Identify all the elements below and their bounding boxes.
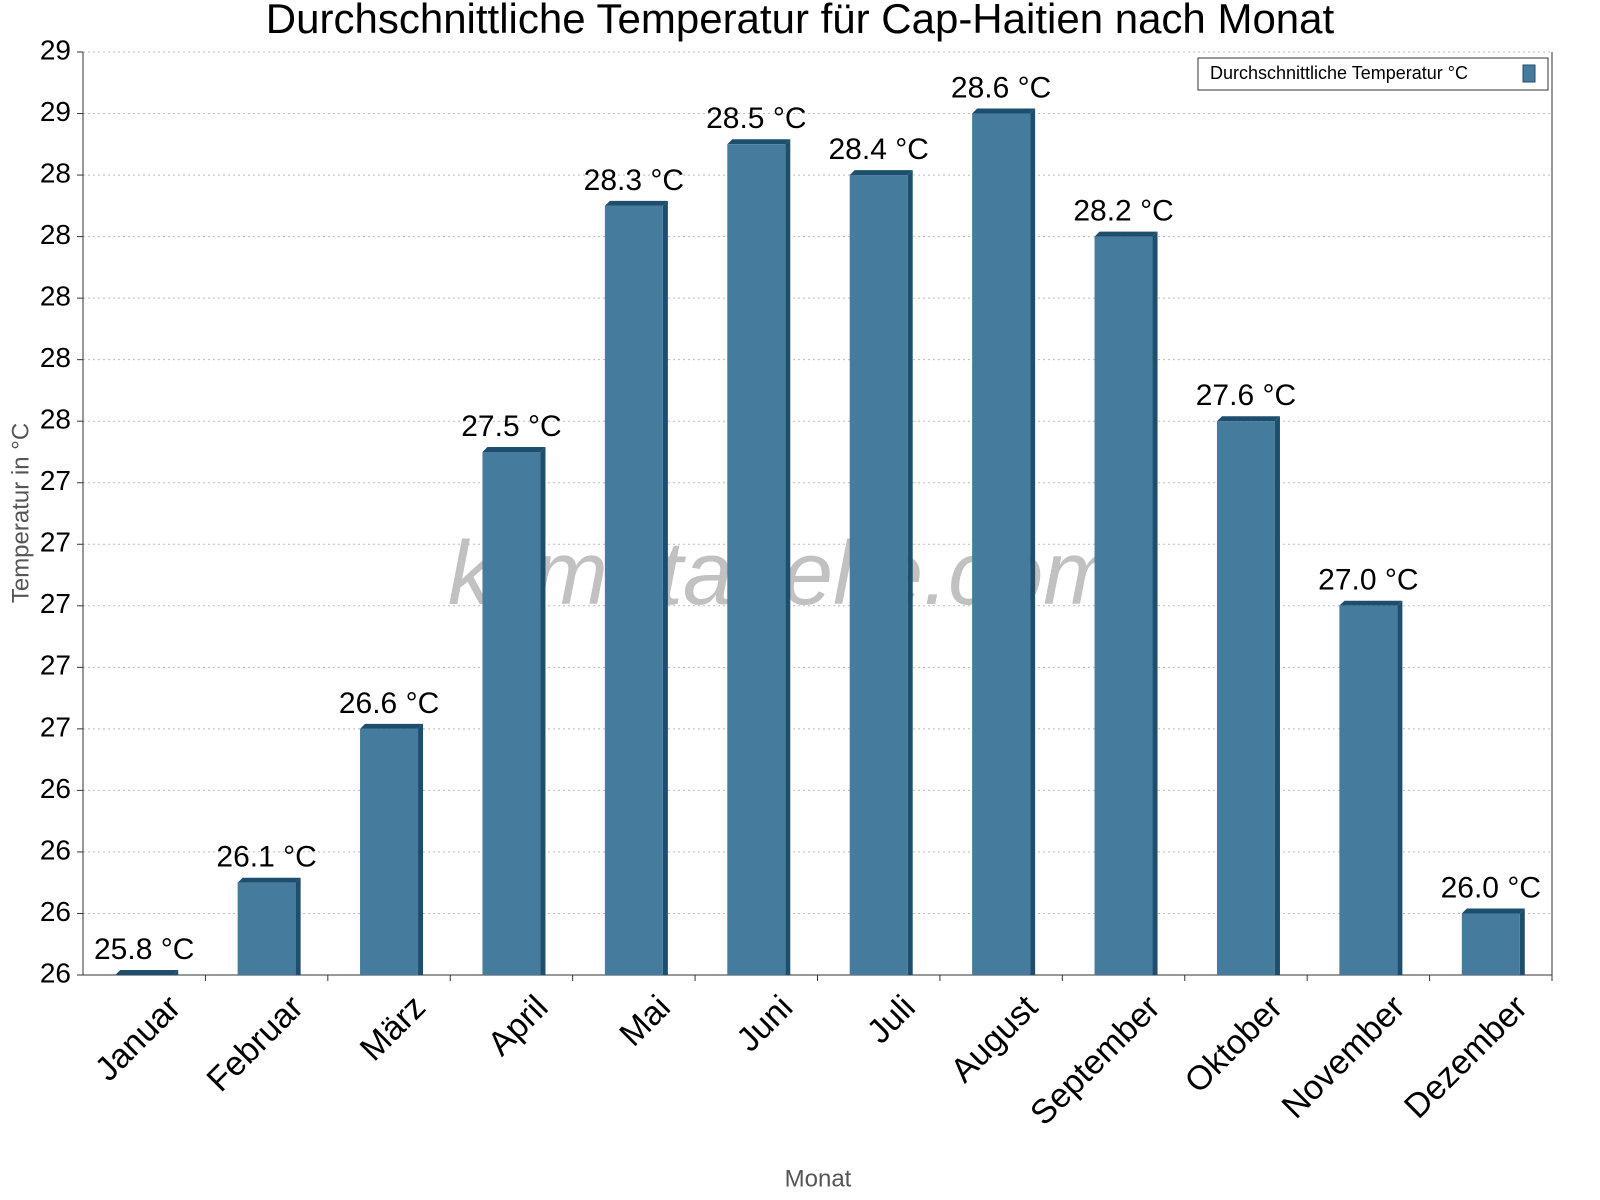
data-label: 28.2 °C bbox=[1073, 195, 1173, 228]
y-tick-label: 28 bbox=[40, 219, 71, 250]
bar-top bbox=[727, 139, 791, 145]
bar-group bbox=[1094, 231, 1158, 976]
legend-swatch bbox=[1522, 64, 1536, 83]
data-label: 26.1 °C bbox=[216, 841, 316, 874]
bar-top bbox=[237, 877, 301, 883]
x-tick-label: Mai bbox=[612, 988, 678, 1054]
bar bbox=[972, 113, 1031, 976]
bar-side bbox=[1274, 416, 1280, 975]
y-tick-label: 26 bbox=[40, 773, 71, 804]
bar-side bbox=[1397, 600, 1403, 975]
data-label: 27.6 °C bbox=[1196, 379, 1296, 412]
bar bbox=[237, 882, 296, 975]
bar-top bbox=[1461, 908, 1525, 914]
bar-group bbox=[727, 139, 791, 976]
y-tick-label: 27 bbox=[40, 527, 71, 558]
bar bbox=[727, 144, 786, 976]
data-label: 28.6 °C bbox=[951, 71, 1051, 104]
bar-group bbox=[1461, 908, 1525, 975]
bar-top bbox=[1339, 600, 1403, 606]
y-tick-label: 29 bbox=[40, 34, 71, 65]
y-tick-label: 29 bbox=[40, 96, 71, 127]
y-tick-label: 27 bbox=[40, 650, 71, 681]
y-tick-label: 27 bbox=[40, 588, 71, 619]
data-label: 28.4 °C bbox=[829, 133, 929, 166]
bar-side bbox=[662, 200, 668, 976]
bar-group bbox=[115, 970, 179, 975]
bar-group bbox=[1339, 600, 1403, 975]
bar-group bbox=[482, 446, 546, 975]
bar-top bbox=[972, 108, 1036, 114]
x-tick-label: Dezember bbox=[1397, 988, 1535, 1126]
bar bbox=[360, 728, 419, 975]
bar-group bbox=[604, 200, 668, 976]
x-tick-label: März bbox=[353, 988, 433, 1068]
bar-side bbox=[785, 139, 791, 976]
bar-top bbox=[115, 970, 179, 975]
y-tick-label: 28 bbox=[40, 404, 71, 435]
x-tick-label: August bbox=[943, 988, 1045, 1090]
bar-group bbox=[1216, 416, 1280, 975]
y-tick-label: 28 bbox=[40, 342, 71, 373]
bar bbox=[1216, 421, 1275, 975]
x-tick-label: Juni bbox=[729, 988, 800, 1059]
y-tick-label: 28 bbox=[40, 281, 71, 312]
bar bbox=[1461, 913, 1520, 975]
y-tick-label: 27 bbox=[40, 711, 71, 742]
bar-side bbox=[1152, 231, 1158, 976]
bar-group bbox=[972, 108, 1036, 976]
bar-group bbox=[237, 877, 301, 975]
y-tick-label: 27 bbox=[40, 465, 71, 496]
x-tick-label: Februar bbox=[200, 988, 311, 1099]
bar bbox=[849, 175, 908, 976]
bar-group bbox=[360, 723, 424, 975]
data-label: 27.0 °C bbox=[1318, 564, 1418, 597]
bar-side bbox=[295, 877, 301, 975]
bar bbox=[1094, 236, 1153, 976]
bar-side bbox=[540, 446, 546, 975]
bar-top bbox=[482, 446, 546, 452]
x-tick-label: April bbox=[480, 988, 555, 1063]
bar bbox=[604, 205, 663, 976]
bar-top bbox=[849, 170, 913, 176]
data-label: 28.5 °C bbox=[706, 102, 806, 135]
y-tick-label: 28 bbox=[40, 157, 71, 188]
bar-group bbox=[849, 170, 913, 976]
data-label: 26.6 °C bbox=[339, 687, 439, 720]
bar-side bbox=[1030, 108, 1036, 976]
x-tick-label: Juli bbox=[860, 988, 923, 1051]
y-tick-label: 26 bbox=[40, 834, 71, 865]
legend-label: Durchschnittliche Temperatur °C bbox=[1210, 63, 1468, 83]
data-label: 26.0 °C bbox=[1441, 871, 1541, 904]
data-label: 27.5 °C bbox=[461, 410, 561, 443]
bar-top bbox=[1216, 416, 1280, 422]
bar-side bbox=[907, 170, 913, 976]
bar bbox=[482, 451, 541, 975]
y-tick-label: 26 bbox=[40, 896, 71, 927]
chart-title: Durchschnittliche Temperatur für Cap-Hai… bbox=[266, 0, 1335, 42]
bar-side bbox=[418, 723, 424, 975]
y-tick-label: 26 bbox=[40, 957, 71, 988]
data-label: 25.8 °C bbox=[94, 933, 194, 966]
x-tick-label: Januar bbox=[88, 988, 188, 1088]
x-axis-label: Monat bbox=[785, 1165, 852, 1192]
y-axis-label: Temperatur in °C bbox=[7, 423, 34, 603]
bar-top bbox=[360, 723, 424, 729]
x-tick-label: September bbox=[1023, 988, 1167, 1132]
data-label: 28.3 °C bbox=[584, 164, 684, 197]
x-tick-label: Oktober bbox=[1178, 988, 1290, 1100]
legend: Durchschnittliche Temperatur °C bbox=[1197, 57, 1549, 91]
bar bbox=[1339, 605, 1398, 975]
bar-top bbox=[604, 200, 668, 206]
bar-side bbox=[1519, 908, 1525, 975]
bar-top bbox=[1094, 231, 1158, 237]
legend-box bbox=[1197, 57, 1549, 91]
x-tick-label: November bbox=[1275, 988, 1413, 1126]
